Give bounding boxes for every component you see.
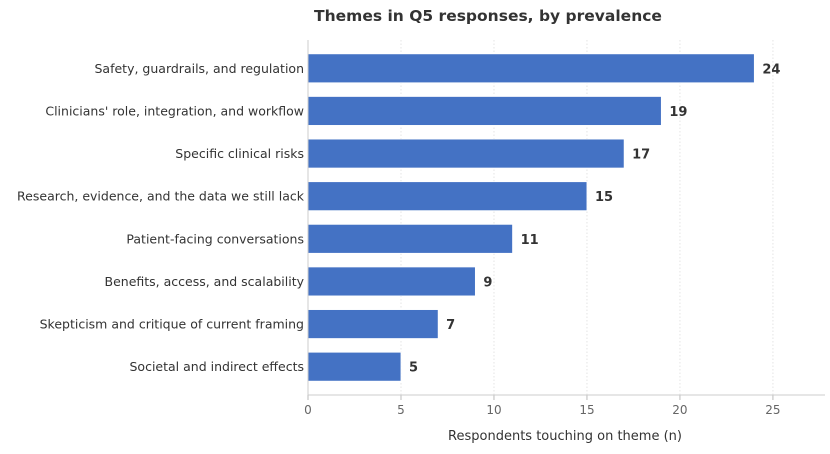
data-label: 11 (521, 233, 539, 248)
y-tick-label: Safety, guardrails, and regulation (95, 61, 305, 76)
x-tick-label: 5 (397, 403, 405, 417)
y-tick-label: Research, evidence, and the data we stil… (17, 189, 305, 204)
bar (307, 266, 476, 297)
bar (307, 53, 755, 84)
y-tick-label: Specific clinical risks (175, 146, 304, 161)
y-tick-label: Clinicians' role, integration, and workf… (45, 103, 304, 118)
x-axis-label: Respondents touching on theme (n) (448, 429, 682, 444)
bar (307, 223, 513, 254)
x-tick-label: 25 (765, 403, 780, 417)
y-tick-label: Skepticism and critique of current frami… (40, 317, 304, 332)
data-label: 15 (595, 190, 613, 205)
bar (307, 138, 625, 169)
y-tick-label: Patient-facing conversations (126, 231, 304, 246)
data-label: 17 (632, 148, 650, 163)
bar (307, 309, 439, 339)
data-label: 7 (446, 318, 455, 333)
bar (307, 351, 402, 382)
data-label: 19 (669, 105, 687, 120)
y-tick-label: Benefits, access, and scalability (105, 274, 305, 289)
x-tick-label: 15 (579, 403, 594, 417)
x-tick-label: 0 (304, 403, 312, 417)
x-tick-label: 20 (672, 403, 687, 417)
data-label: 5 (409, 361, 418, 376)
y-tick-label: Societal and indirect effects (130, 359, 305, 374)
bar (307, 96, 662, 126)
data-label: 24 (762, 62, 780, 77)
chart-title: Themes in Q5 responses, by prevalence (314, 7, 662, 25)
data-label: 9 (483, 275, 492, 290)
bar (307, 181, 588, 212)
x-tick-label: 10 (486, 403, 501, 417)
